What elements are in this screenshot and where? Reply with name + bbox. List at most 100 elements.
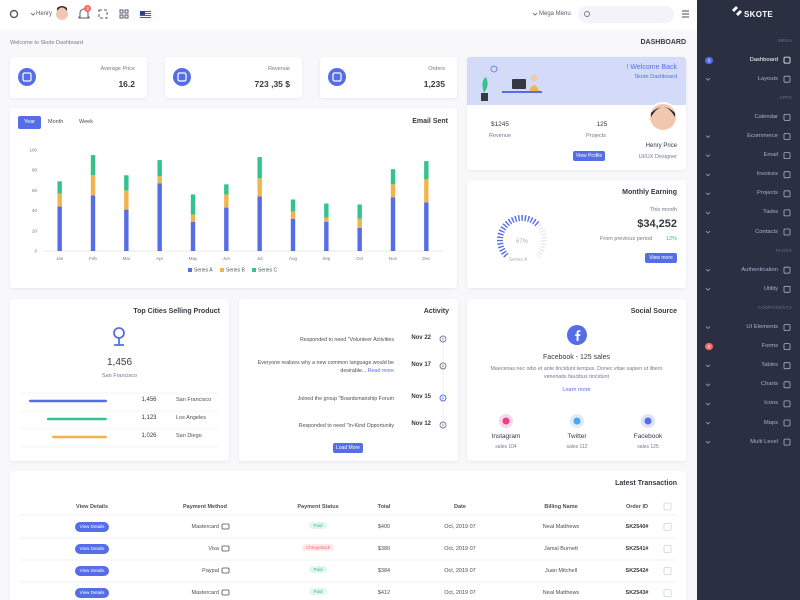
menu-section: APPS — [779, 95, 792, 101]
submenu-arrow — [705, 383, 711, 387]
view-profile-button[interactable]: View Profile — [573, 151, 605, 161]
person-body — [529, 85, 539, 91]
profile-avatar — [648, 102, 678, 132]
row-checkbox — [663, 545, 672, 553]
activity-text-content: Responded to need "Volunteer Activities — [299, 336, 394, 343]
menu-item[interactable]: Email — [763, 152, 779, 159]
city-name: San Francisco — [176, 397, 212, 403]
logo-icon — [732, 6, 742, 16]
chart-tab[interactable]: Year — [18, 116, 42, 129]
menu-item[interactable]: Icons — [764, 400, 778, 407]
view-more-button[interactable]: View more — [645, 253, 677, 263]
page-title: DASHBOARD — [640, 39, 687, 46]
city-name: San Diego — [176, 433, 202, 439]
activity-text-content: Everyone realizes why a new common langu… — [257, 360, 394, 374]
view-details-button[interactable]: View Details — [75, 544, 109, 554]
menu-item[interactable]: Ecommerce — [747, 133, 778, 139]
menu-icon — [783, 133, 791, 140]
city-bar — [29, 399, 107, 403]
fullscreen-icon[interactable] — [98, 9, 108, 19]
menu-item[interactable]: Tasks — [763, 209, 778, 216]
revenue-label: Revenue — [488, 133, 512, 139]
menu-item[interactable]: Invoices — [756, 171, 778, 178]
comparison: From previous period — [600, 236, 652, 242]
monitor — [512, 79, 526, 89]
status-badge: Chargeback — [288, 544, 348, 551]
menu-item[interactable]: Maps — [763, 419, 778, 426]
menu-icon — [783, 266, 791, 274]
period: This month — [649, 207, 677, 213]
source-sales: sales 125 — [637, 444, 659, 450]
read-more-link[interactable]: Read more — [366, 368, 394, 374]
stat-card: Revenue 723 ,35 $ — [165, 57, 302, 98]
view-details-button[interactable]: View Details — [75, 566, 109, 576]
y-tick-label: 100 — [29, 148, 37, 153]
card-title: Activity — [423, 308, 449, 315]
card-title: Social Source — [630, 308, 677, 315]
cell: $412 — [377, 590, 391, 596]
card-icon — [221, 567, 230, 574]
user-chevron — [30, 12, 36, 16]
facebook-glyph — [575, 330, 581, 341]
chart-tab[interactable]: Month — [48, 119, 64, 125]
apps-icon[interactable] — [119, 9, 129, 19]
load-more-button[interactable]: Load More — [333, 443, 363, 453]
bar-segment — [157, 176, 162, 184]
description: Maecenas nec odio et ante tincidunt temp… — [490, 366, 663, 380]
icon-circle — [328, 68, 346, 86]
top-value: 1,456 — [106, 357, 133, 368]
legend-label: Series A — [194, 268, 213, 274]
menu-section: PAGES — [776, 248, 792, 254]
x-tick-label: May — [189, 256, 198, 261]
menu-item[interactable]: Layouts — [757, 75, 778, 82]
learn-more-link[interactable]: Learn more — [562, 387, 591, 393]
email-chart-card: Email Sent Year Month Week 0 20 40 60 80 100 Jan Fe… — [10, 108, 457, 288]
view-details-button[interactable]: View Details — [75, 588, 109, 598]
city-bars — [20, 392, 219, 448]
gauge-label: 67% — [516, 239, 529, 245]
submenu-arrow — [705, 211, 711, 215]
menu-item[interactable]: Calendar — [754, 113, 778, 120]
chart-tab[interactable]: Week — [79, 119, 93, 125]
bar-segment — [57, 181, 62, 194]
column-header: Payment Status — [297, 504, 339, 510]
mega-menu[interactable]: Mega Menu — [539, 11, 571, 17]
menu-item[interactable]: Utility — [763, 285, 778, 292]
menu-item[interactable]: Dashboard — [749, 56, 778, 63]
avatar-hair — [651, 107, 675, 117]
menu-item[interactable]: Charts — [760, 381, 778, 388]
flag-icon[interactable] — [139, 10, 152, 19]
bar-segment — [390, 169, 396, 185]
cell: Jamal Burnett — [544, 546, 578, 552]
menu-icon — [783, 190, 791, 198]
menu-toggle[interactable] — [682, 10, 689, 18]
menu-item[interactable]: Authentication — [741, 266, 778, 273]
user-avatar[interactable] — [56, 8, 68, 20]
bar-segment — [390, 184, 396, 198]
menu-item[interactable]: Forms — [761, 343, 778, 350]
cell: Oct, 2019 07 — [444, 546, 476, 552]
illustration — [481, 65, 542, 101]
bar-segment — [124, 209, 129, 251]
menu-icon — [783, 114, 791, 121]
y-tick-label: 40 — [32, 208, 38, 213]
settings-icon[interactable] — [9, 9, 19, 19]
menu-item[interactable]: UI Elements — [746, 324, 778, 330]
bar-segment — [157, 183, 162, 251]
menu-item[interactable]: Projects — [757, 190, 778, 197]
menu-item[interactable]: Multi Level — [750, 438, 778, 445]
menu-item[interactable]: Contacts — [755, 228, 778, 235]
status-text: Chargeback — [301, 544, 335, 551]
city-bar — [52, 435, 107, 439]
menu-section: COMPONENTS — [758, 305, 792, 311]
stat-icon — [328, 68, 346, 86]
search-box[interactable] — [578, 6, 674, 23]
activity-text-content: Responded to need "In-Kind Opportunity — [298, 422, 394, 429]
submenu-arrow — [705, 154, 711, 158]
bar-segment — [157, 160, 162, 177]
status-text: Paid — [309, 566, 327, 573]
view-details-button[interactable]: View Details — [75, 522, 109, 532]
logo[interactable]: SKOTE — [744, 10, 774, 19]
menu-item[interactable]: Tables — [761, 362, 778, 369]
